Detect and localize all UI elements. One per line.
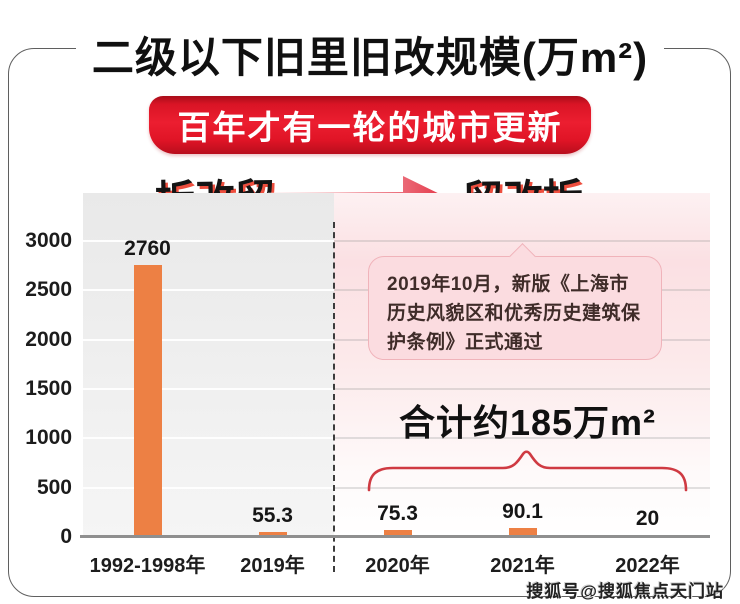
- gridline: [83, 240, 334, 242]
- total-label: 合计约185万m²: [398, 402, 657, 443]
- bar: [133, 264, 162, 537]
- y-tick-label: 2000: [25, 327, 72, 351]
- gridline: [83, 388, 334, 390]
- chart-panel-left: [83, 193, 334, 537]
- x-axis-line: [80, 535, 710, 538]
- x-tick-label: 2022年: [615, 555, 680, 577]
- y-tick-label: 0: [60, 525, 72, 548]
- bar-value-label: 90.1: [502, 500, 543, 524]
- callout-bubble: 2019年10月，新版《上海市历史风貌区和优秀历史建筑保护条例》正式通过: [368, 243, 662, 360]
- bar: [508, 528, 537, 537]
- y-tick-label: 1000: [25, 426, 72, 450]
- gridline: [334, 388, 710, 390]
- banner-text: 百年才有一轮的城市更新: [177, 109, 563, 146]
- x-tick-label: 2019年: [240, 555, 305, 577]
- page-title-text: 二级以下旧里旧改规模(万m²): [75, 24, 665, 85]
- x-tick-label: 2020年: [365, 555, 430, 577]
- gridline: [83, 289, 334, 292]
- y-tick-label: 1500: [25, 377, 72, 400]
- x-tick-label: 2021年: [490, 555, 555, 577]
- gridline: [334, 437, 710, 440]
- bar: [383, 529, 412, 537]
- banner-ribbon: 百年才有一轮的城市更新: [149, 96, 591, 154]
- y-tick-label: 500: [36, 475, 72, 499]
- x-tick-label: 1992-1998年: [89, 555, 206, 577]
- gridline: [83, 338, 334, 341]
- bar: [258, 531, 287, 537]
- bar-value-label: 2760: [124, 236, 171, 260]
- callout-text: 2019年10月，新版《上海市历史风貌区和优秀历史建筑保护条例》正式通过: [387, 274, 641, 353]
- y-tick-label: 3000: [25, 229, 72, 252]
- page-title: 二级以下旧里旧改规模(万m²): [0, 24, 740, 85]
- gridline: [83, 486, 334, 489]
- gridline: [334, 486, 710, 489]
- bar-value-label: 75.3: [377, 501, 418, 525]
- bar-value-label: 20: [635, 507, 660, 530]
- watermark: 搜狐号@搜狐焦点天门站: [526, 582, 724, 601]
- y-tick-label: 2500: [25, 278, 72, 302]
- dashed-divider: [333, 222, 335, 572]
- gridline: [334, 240, 710, 242]
- bar-value-label: 55.3: [252, 503, 293, 527]
- brace-icon: [367, 450, 688, 492]
- gridline: [83, 437, 334, 440]
